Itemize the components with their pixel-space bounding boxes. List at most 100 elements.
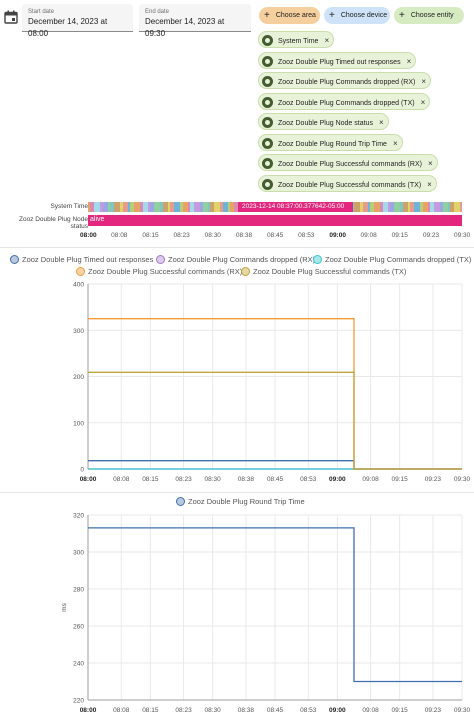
timeline-segment xyxy=(140,202,143,212)
remove-chip-icon[interactable]: × xyxy=(420,98,426,107)
timeline-segment xyxy=(383,202,388,212)
node-status-timeline-bar[interactable]: alive xyxy=(88,215,462,226)
timeline-segment xyxy=(440,202,443,212)
chip-timed-out-responses[interactable]: Zooz Double Plug Timed out responses × xyxy=(258,52,417,69)
legend-swatch xyxy=(10,254,19,264)
timeline-segment xyxy=(183,202,188,212)
plus-icon: + xyxy=(399,10,405,21)
x-tick-label: 08:30 xyxy=(205,707,222,714)
x-tick-label: 08:45 xyxy=(267,476,284,483)
timeline-tooltip: 2023-12-14 08:37:00.377642-05:00 xyxy=(242,203,345,210)
legend-item-commands-dropped-rx[interactable]: Zooz Double Plug Commands dropped (RX) xyxy=(156,254,315,264)
system-time-timeline-strip[interactable] xyxy=(88,202,462,212)
choose-device-label: Choose device xyxy=(340,12,388,19)
timeline-segment xyxy=(214,202,220,212)
remove-chip-icon[interactable]: × xyxy=(427,159,433,168)
timeline-segment xyxy=(88,202,90,212)
end-date-field[interactable]: End date December 14, 2023 at 09:30 xyxy=(139,4,251,38)
timeline-segment xyxy=(460,202,462,212)
timeline-segment xyxy=(370,202,374,212)
timeline-segment xyxy=(174,202,180,212)
statistics-line-chart[interactable]: 08:00 08:08 08:15 08:23 08:30 08:38 08:45 08:53… xyxy=(0,278,474,490)
timeline-segment xyxy=(408,202,410,212)
timeline-tick-label: 08:15 xyxy=(142,232,159,239)
x-tick-label: 09:30 xyxy=(454,707,471,714)
timeline-segment xyxy=(360,202,363,212)
timeline-segment xyxy=(394,202,400,212)
x-tick-label: 08:00 xyxy=(80,707,97,714)
chip-node-status[interactable]: Zooz Double Plug Node status × xyxy=(258,113,389,130)
timeline-segment xyxy=(220,202,223,212)
chip-label: Zooz Double Plug Successful commands (TX… xyxy=(278,182,422,189)
remove-chip-icon[interactable]: × xyxy=(378,118,384,127)
legend-item-round-trip-time[interactable]: Zooz Double Plug Round Trip Time xyxy=(176,496,305,506)
remove-chip-icon[interactable]: × xyxy=(392,139,398,148)
timeline-segment xyxy=(374,202,380,212)
remove-chip-icon[interactable]: × xyxy=(324,36,330,45)
timeline-segment xyxy=(368,202,370,212)
chip-round-trip-time[interactable]: Zooz Double Plug Round Trip Time × xyxy=(258,134,403,151)
timeline-tick-label: 08:53 xyxy=(298,232,315,239)
timeline-segment xyxy=(380,202,383,212)
chip-system-time[interactable]: System Time × xyxy=(258,31,335,48)
chip-commands-dropped-rx[interactable]: Zooz Double Plug Commands dropped (RX) × xyxy=(258,72,432,89)
timeline-segment xyxy=(420,202,423,212)
start-date-value: December 14, 2023 at 08:00 xyxy=(28,17,108,38)
timeline-segment xyxy=(163,202,168,212)
choose-area-button[interactable]: + Choose area xyxy=(259,7,320,24)
timeline-segment xyxy=(230,202,234,212)
timeline-tick-label: 09:15 xyxy=(391,232,408,239)
choose-entity-button[interactable]: + Choose entity xyxy=(394,7,464,24)
timeline-segment-highlight xyxy=(238,202,353,212)
round-trip-time-chart[interactable]: 08:00 08:08 08:15 08:23 08:30 08:38 08:45 08:53… xyxy=(0,508,474,718)
choose-device-button[interactable]: + Choose device xyxy=(324,7,390,24)
legend-item-successful-commands-tx[interactable]: Zooz Double Plug Successful commands (TX… xyxy=(241,266,406,276)
timeline-tick-label: 09:08 xyxy=(360,232,377,239)
chip-label: System Time xyxy=(278,38,319,45)
eye-icon xyxy=(262,96,273,108)
remove-chip-icon[interactable]: × xyxy=(406,57,412,66)
timeline-segment xyxy=(134,202,140,212)
timeline-tick-label: 08:30 xyxy=(204,232,221,239)
x-tick-label: 08:53 xyxy=(300,707,317,714)
remove-chip-icon[interactable]: × xyxy=(427,180,432,189)
timeline-segment xyxy=(128,202,130,212)
legend-item-successful-commands-rx[interactable]: Zooz Double Plug Successful commands (RX… xyxy=(76,266,242,276)
chip-label: Zooz Double Plug Commands dropped (RX) xyxy=(278,79,416,86)
chip-successful-commands-rx[interactable]: Zooz Double Plug Successful commands (RX… xyxy=(258,154,438,171)
x-tick-label: 08:23 xyxy=(175,707,192,714)
timeline-segment xyxy=(448,202,450,212)
timeline-segment xyxy=(414,202,420,212)
timeline-tick-label: 09:00 xyxy=(329,232,346,239)
clock-icon xyxy=(262,137,273,149)
timeline-tick-label: 08:38 xyxy=(235,232,253,239)
x-tick-label: 09:23 xyxy=(425,476,442,483)
timeline-segment xyxy=(430,202,434,212)
chip-commands-dropped-tx[interactable]: Zooz Double Plug Commands dropped (TX) × xyxy=(258,93,431,110)
chip-successful-commands-tx[interactable]: Zooz Double Plug Successful commands (TX… xyxy=(258,175,437,192)
node-status-value: alive xyxy=(90,216,105,223)
calendar-icon[interactable] xyxy=(4,10,18,24)
section-divider xyxy=(0,492,474,493)
timeline-segment xyxy=(390,202,394,212)
timeline-segment xyxy=(143,202,148,212)
remove-chip-icon[interactable]: × xyxy=(421,77,427,86)
series-line xyxy=(88,371,462,470)
legend-label: Zooz Double Plug Commands dropped (TX) xyxy=(325,255,472,264)
timeline-tick-label: 09:23 xyxy=(422,232,440,239)
eye-icon xyxy=(262,55,273,67)
timeline-segment xyxy=(123,202,128,212)
legend-item-timed-out-responses[interactable]: Zooz Double Plug Timed out responses xyxy=(10,254,153,264)
plus-icon: + xyxy=(329,10,335,21)
start-date-field[interactable]: Start date December 14, 2023 at 08:00 xyxy=(22,4,133,38)
timeline-segment xyxy=(188,202,190,212)
eye-icon xyxy=(262,75,273,87)
timeline-segment xyxy=(150,202,154,212)
legend-item-commands-dropped-tx[interactable]: Zooz Double Plug Commands dropped (TX) xyxy=(313,254,472,264)
x-tick-label: 08:08 xyxy=(113,476,130,483)
timeline-segment xyxy=(110,202,114,212)
x-tick-label: 08:53 xyxy=(300,476,317,483)
chip-label: Zooz Double Plug Node status xyxy=(278,120,373,127)
x-tick-label: 09:08 xyxy=(362,476,379,483)
chip-label: Zooz Double Plug Timed out responses xyxy=(278,59,401,66)
